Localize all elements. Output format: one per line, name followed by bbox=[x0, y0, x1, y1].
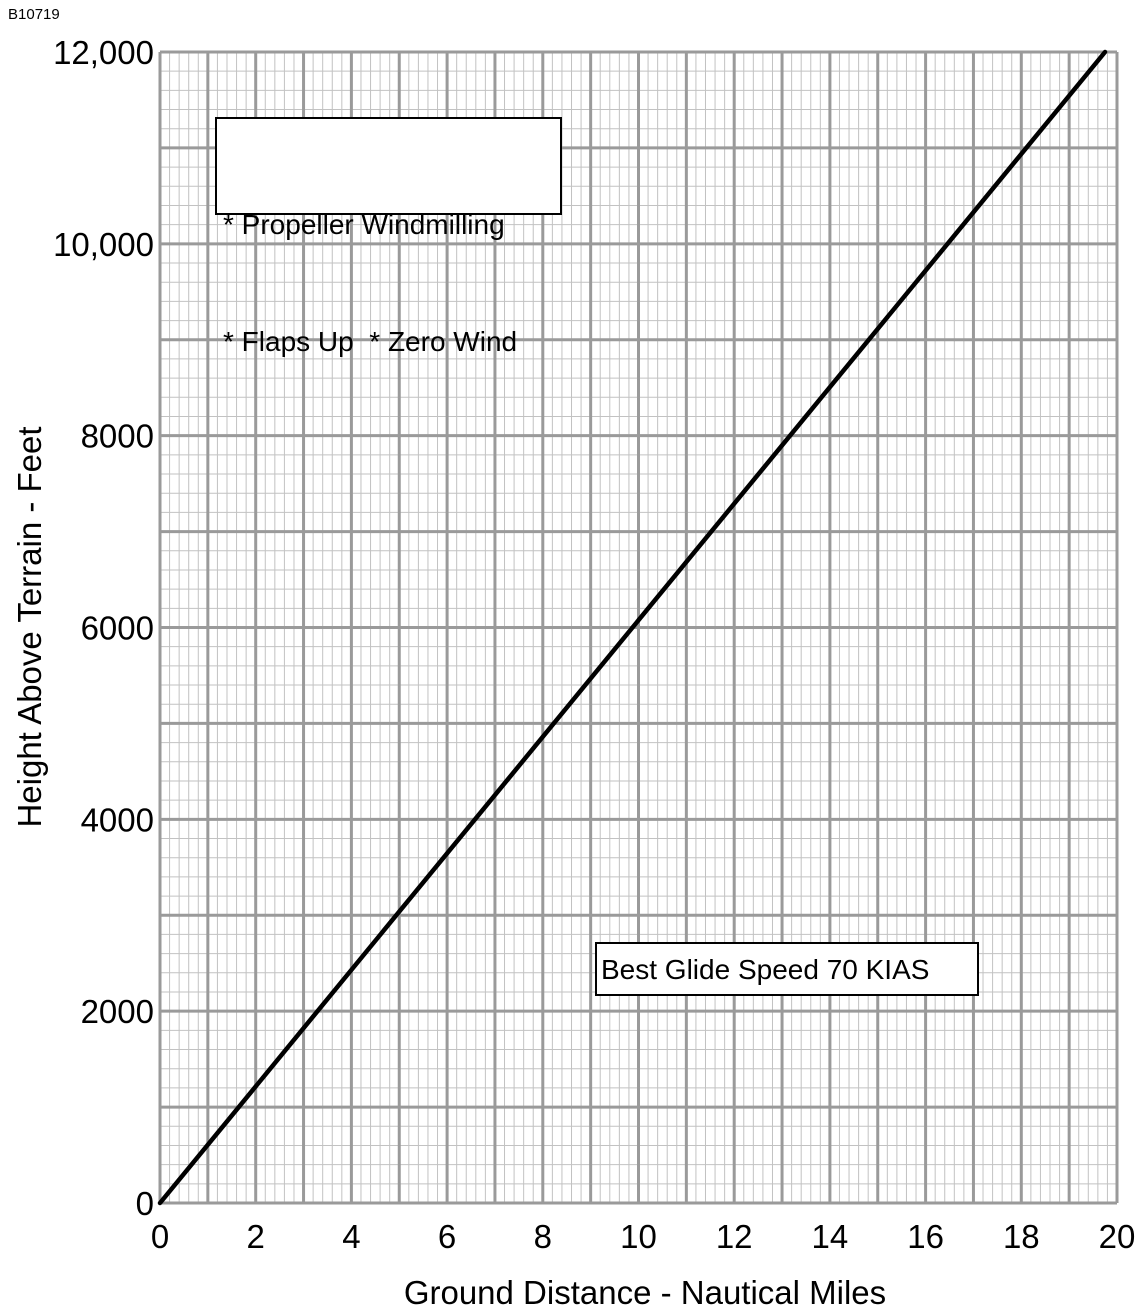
y-tick-label: 12,000 bbox=[53, 34, 154, 71]
y-tick-label: 8000 bbox=[81, 418, 154, 455]
x-axis-label: Ground Distance - Nautical Miles bbox=[404, 1274, 886, 1311]
major-grid bbox=[158, 50, 1119, 1205]
x-tick-label: 12 bbox=[716, 1218, 753, 1255]
y-tick-label: 4000 bbox=[81, 801, 154, 838]
x-tick-label: 6 bbox=[438, 1218, 456, 1255]
x-tick-label: 10 bbox=[620, 1218, 657, 1255]
conditions-note: * Propeller Windmilling * Flaps Up * Zer… bbox=[215, 117, 562, 357]
y-axis-label: Height Above Terrain - Feet bbox=[11, 426, 48, 827]
x-tick-label: 0 bbox=[151, 1218, 169, 1255]
x-tick-label: 8 bbox=[534, 1218, 552, 1255]
x-tick-label: 20 bbox=[1099, 1218, 1136, 1255]
best-glide-speed-note: Best Glide Speed 70 KIAS bbox=[595, 942, 979, 996]
x-tick-labels: 0 2 4 6 8 10 12 14 16 18 20 bbox=[151, 1218, 1136, 1255]
y-tick-label: 10,000 bbox=[53, 226, 154, 263]
glide-distance-line bbox=[157, 49, 1108, 1206]
x-tick-label: 4 bbox=[342, 1218, 360, 1255]
x-tick-label: 14 bbox=[812, 1218, 849, 1255]
x-tick-label: 18 bbox=[1003, 1218, 1040, 1255]
y-tick-label: 2000 bbox=[81, 993, 154, 1030]
x-tick-label: 16 bbox=[907, 1218, 944, 1255]
y-tick-labels: 0 2000 4000 6000 8000 10,000 12,000 bbox=[53, 34, 154, 1222]
y-tick-label: 6000 bbox=[81, 610, 154, 647]
conditions-note-line-1: * Propeller Windmilling bbox=[223, 209, 505, 240]
series-layer bbox=[157, 49, 1108, 1206]
figure-id: B10719 bbox=[8, 6, 60, 23]
conditions-note-line-2: * Flaps Up * Zero Wind bbox=[223, 326, 518, 357]
x-tick-label: 2 bbox=[247, 1218, 265, 1255]
y-tick-label: 0 bbox=[136, 1185, 154, 1222]
